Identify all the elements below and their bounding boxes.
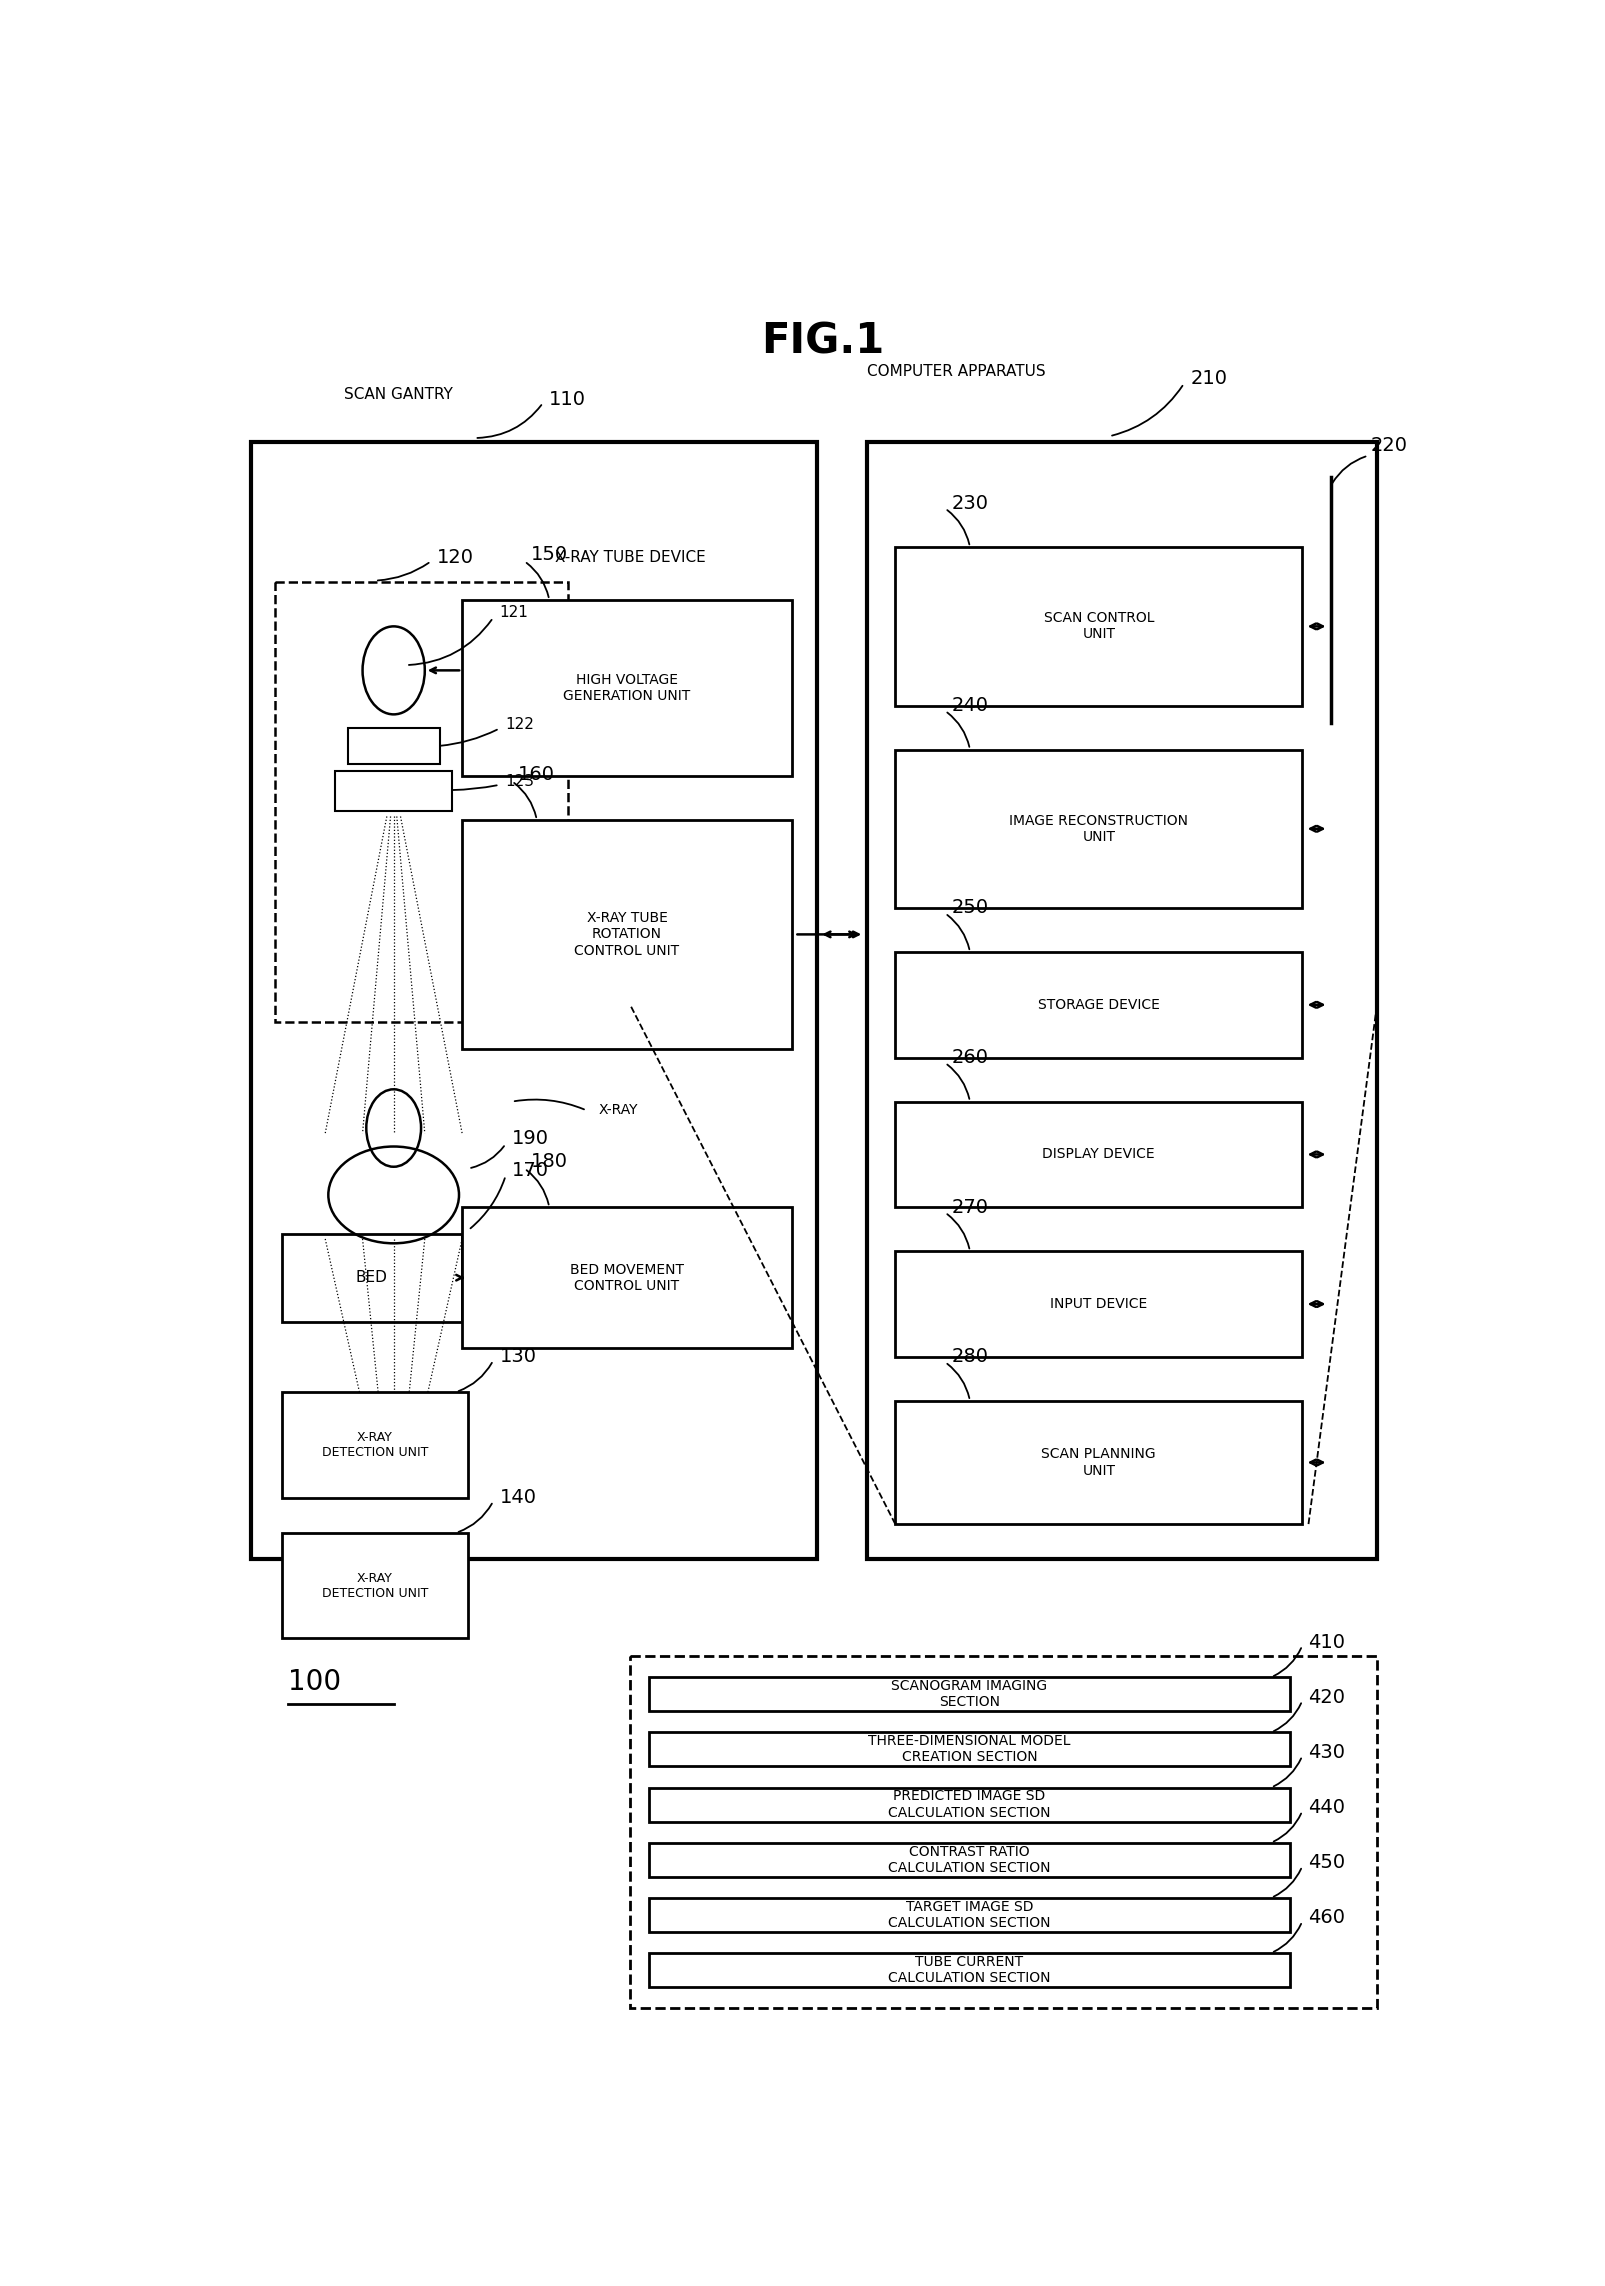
Text: 430: 430 — [1308, 1742, 1345, 1763]
Text: CONTRAST RATIO
CALCULATION SECTION: CONTRAST RATIO CALCULATION SECTION — [888, 1845, 1050, 1875]
Text: 170: 170 — [512, 1161, 549, 1180]
Bar — [648, 1788, 1289, 1822]
Text: 190: 190 — [512, 1129, 549, 1148]
Text: SCAN GANTRY: SCAN GANTRY — [343, 386, 453, 402]
Bar — [629, 1655, 1375, 2007]
Text: 250: 250 — [950, 898, 987, 917]
Text: 230: 230 — [950, 494, 987, 512]
Bar — [281, 1392, 469, 1497]
Text: 240: 240 — [950, 695, 987, 716]
Text: 410: 410 — [1308, 1632, 1345, 1650]
Text: 110: 110 — [549, 391, 586, 409]
Text: PREDICTED IMAGE SD
CALCULATION SECTION: PREDICTED IMAGE SD CALCULATION SECTION — [888, 1790, 1050, 1820]
Text: 123: 123 — [506, 773, 534, 789]
Text: 180: 180 — [530, 1152, 567, 1170]
Text: 460: 460 — [1308, 1909, 1345, 1927]
Text: DISPLAY DEVICE: DISPLAY DEVICE — [1042, 1148, 1154, 1161]
Text: INPUT DEVICE: INPUT DEVICE — [1050, 1296, 1146, 1312]
Text: SCAN CONTROL
UNIT: SCAN CONTROL UNIT — [1043, 610, 1154, 642]
Bar — [867, 441, 1375, 1559]
Bar — [894, 1102, 1302, 1207]
Text: 440: 440 — [1308, 1799, 1345, 1817]
Text: X-RAY: X-RAY — [599, 1104, 639, 1118]
Text: THREE-DIMENSIONAL MODEL
CREATION SECTION: THREE-DIMENSIONAL MODEL CREATION SECTION — [868, 1735, 1071, 1765]
Text: FIG.1: FIG.1 — [761, 320, 884, 361]
Bar — [648, 1843, 1289, 1877]
Bar — [281, 1234, 462, 1321]
Text: X-RAY
DETECTION UNIT: X-RAY DETECTION UNIT — [321, 1573, 429, 1600]
Text: 150: 150 — [530, 544, 567, 565]
Text: 260: 260 — [950, 1047, 987, 1068]
Bar — [462, 599, 791, 775]
Text: SCANOGRAM IMAGING
SECTION: SCANOGRAM IMAGING SECTION — [891, 1680, 1046, 1710]
Text: BED: BED — [356, 1271, 387, 1285]
Text: 130: 130 — [499, 1346, 536, 1367]
Bar — [894, 951, 1302, 1058]
Text: 120: 120 — [437, 549, 473, 567]
Text: 210: 210 — [1189, 368, 1226, 389]
Text: STORAGE DEVICE: STORAGE DEVICE — [1037, 997, 1159, 1013]
Text: X-RAY TUBE
ROTATION
CONTROL UNIT: X-RAY TUBE ROTATION CONTROL UNIT — [575, 912, 679, 958]
Bar — [894, 750, 1302, 908]
Text: IMAGE RECONSTRUCTION
UNIT: IMAGE RECONSTRUCTION UNIT — [1008, 814, 1188, 844]
Bar — [648, 1897, 1289, 1932]
Text: X-RAY TUBE DEVICE: X-RAY TUBE DEVICE — [555, 551, 706, 565]
Bar — [648, 1733, 1289, 1767]
Text: X-RAY
DETECTION UNIT: X-RAY DETECTION UNIT — [321, 1431, 429, 1458]
Text: 140: 140 — [499, 1488, 536, 1506]
Text: 100: 100 — [287, 1669, 340, 1696]
Text: 220: 220 — [1371, 437, 1408, 455]
Text: 121: 121 — [499, 606, 528, 620]
Bar — [894, 1250, 1302, 1358]
Bar — [250, 441, 817, 1559]
Bar — [648, 1678, 1289, 1712]
Text: TUBE CURRENT
CALCULATION SECTION: TUBE CURRENT CALCULATION SECTION — [888, 1955, 1050, 1984]
Text: SCAN PLANNING
UNIT: SCAN PLANNING UNIT — [1040, 1447, 1156, 1477]
Text: 420: 420 — [1308, 1687, 1345, 1708]
Bar — [894, 1401, 1302, 1525]
Bar — [276, 583, 568, 1022]
Text: 280: 280 — [950, 1346, 987, 1367]
Bar — [648, 1952, 1289, 1987]
Bar — [347, 729, 440, 764]
Bar — [335, 770, 453, 812]
Bar — [462, 1207, 791, 1349]
Text: 450: 450 — [1308, 1854, 1345, 1872]
Text: COMPUTER APPARATUS: COMPUTER APPARATUS — [867, 363, 1045, 379]
Text: TARGET IMAGE SD
CALCULATION SECTION: TARGET IMAGE SD CALCULATION SECTION — [888, 1900, 1050, 1929]
Text: BED MOVEMENT
CONTROL UNIT: BED MOVEMENT CONTROL UNIT — [570, 1262, 684, 1294]
Text: 160: 160 — [518, 766, 555, 784]
Text: 270: 270 — [950, 1198, 987, 1216]
Bar — [894, 546, 1302, 706]
Bar — [281, 1534, 469, 1639]
Bar — [462, 821, 791, 1049]
Text: HIGH VOLTAGE
GENERATION UNIT: HIGH VOLTAGE GENERATION UNIT — [563, 672, 690, 704]
Text: 122: 122 — [506, 718, 534, 732]
